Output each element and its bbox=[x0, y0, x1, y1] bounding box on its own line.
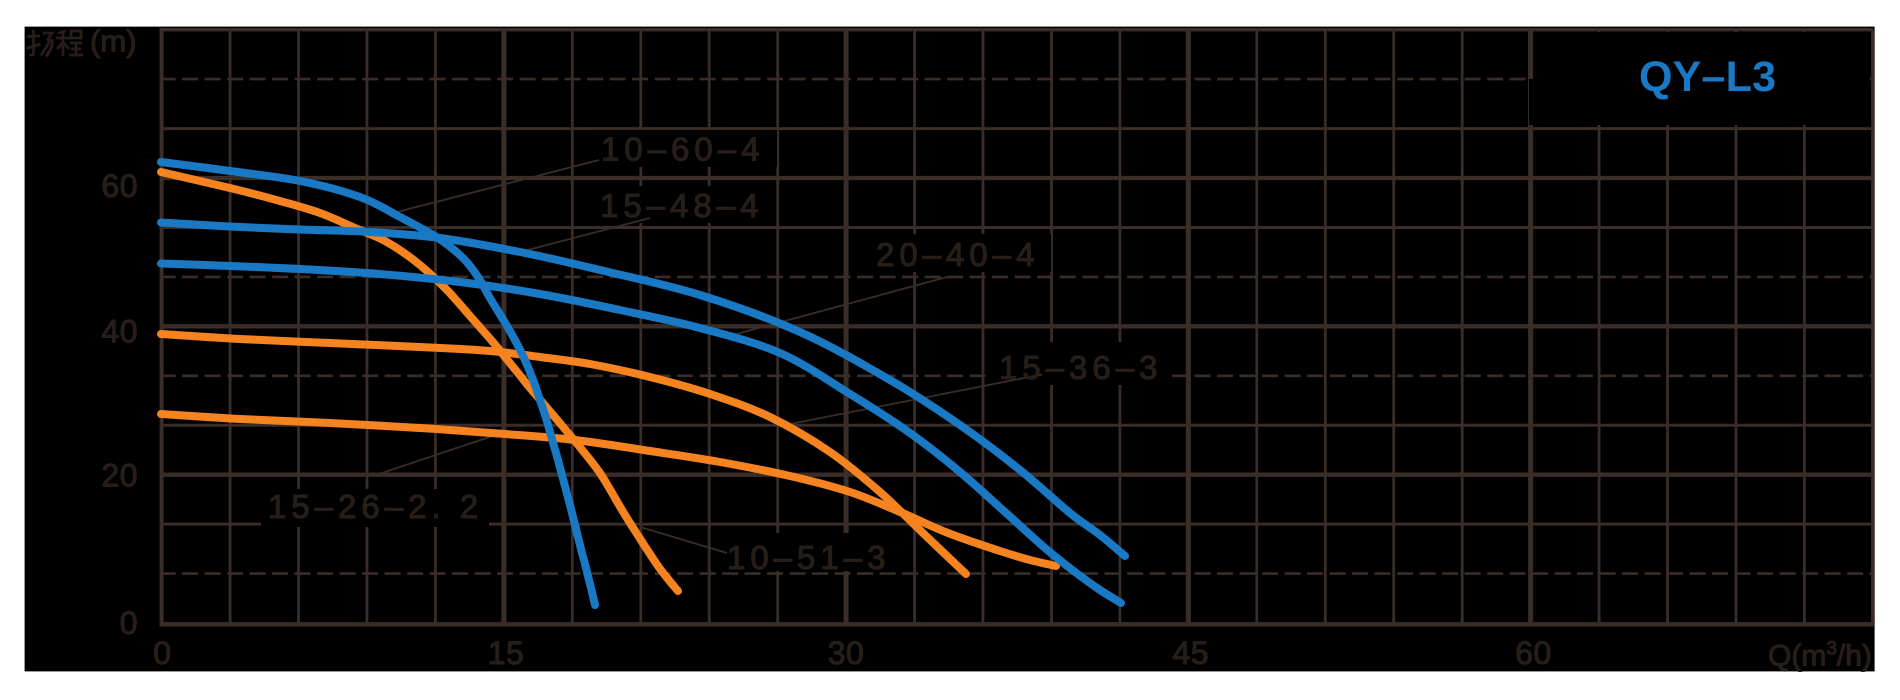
svg-text:0: 0 bbox=[120, 605, 138, 641]
svg-text:15–36–3: 15–36–3 bbox=[999, 349, 1162, 386]
svg-text:40: 40 bbox=[101, 314, 138, 350]
svg-text:15–26–2. 2: 15–26–2. 2 bbox=[268, 488, 483, 525]
svg-text:20: 20 bbox=[101, 458, 138, 494]
svg-text:10–60–4: 10–60–4 bbox=[601, 131, 764, 168]
svg-text:0: 0 bbox=[153, 635, 171, 671]
svg-text:15–48–4: 15–48–4 bbox=[600, 187, 763, 224]
svg-text:(m): (m) bbox=[90, 24, 136, 59]
svg-text:30: 30 bbox=[828, 635, 865, 671]
svg-text:15: 15 bbox=[488, 635, 525, 671]
svg-text:10–51–3: 10–51–3 bbox=[727, 539, 890, 576]
svg-text:Q(m3/h): Q(m3/h) bbox=[1768, 639, 1872, 673]
svg-text:20–40–4: 20–40–4 bbox=[876, 236, 1039, 273]
svg-text:60: 60 bbox=[1515, 635, 1552, 671]
svg-text:45: 45 bbox=[1173, 635, 1210, 671]
svg-text:QY–L3: QY–L3 bbox=[1639, 53, 1776, 101]
svg-text:60: 60 bbox=[101, 168, 138, 204]
